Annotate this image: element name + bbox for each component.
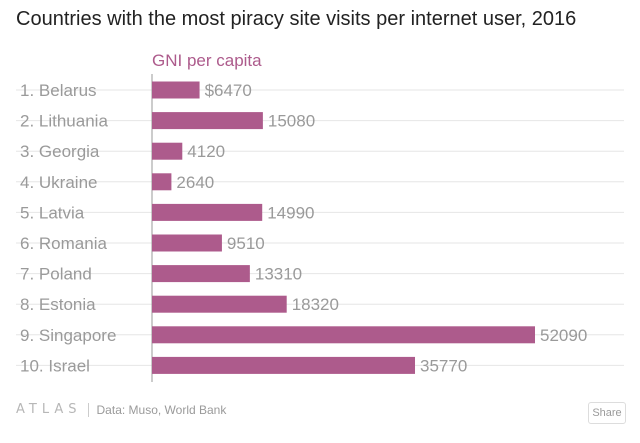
category-label: 9. Singapore [20, 326, 116, 345]
footer: ATLAS Data: Muso, World Bank [16, 402, 226, 417]
bar[interactable] [152, 112, 263, 130]
bar[interactable] [152, 173, 172, 191]
bar[interactable] [152, 81, 200, 99]
bar[interactable] [152, 203, 263, 221]
value-label: 14990 [267, 203, 314, 222]
value-label: 15080 [268, 112, 315, 131]
category-label: 1. Belarus [20, 81, 97, 100]
category-label: 3. Georgia [20, 142, 100, 161]
value-label: 18320 [292, 295, 339, 314]
value-label: 4120 [187, 142, 225, 161]
data-source: Data: Muso, World Bank [96, 402, 227, 417]
bar[interactable] [152, 234, 222, 252]
series-label: GNI per capita [152, 51, 262, 70]
bar[interactable] [152, 326, 535, 344]
atlas-logo[interactable]: ATLAS [16, 402, 82, 417]
bar[interactable] [152, 356, 416, 374]
category-label: 10. Israel [20, 356, 90, 375]
bar[interactable] [152, 265, 250, 283]
value-label: 2640 [176, 173, 214, 192]
value-label: 52090 [540, 326, 587, 345]
category-label: 6. Romania [20, 234, 107, 253]
value-label: 35770 [420, 356, 467, 375]
value-label: 13310 [255, 265, 302, 284]
footer-divider [87, 402, 89, 417]
bar[interactable] [152, 295, 287, 313]
category-label: 2. Lithuania [20, 112, 108, 131]
bars: 1. Belarus $6470 2. Lithuania 15080 3. Georg… [20, 81, 587, 375]
category-label: 5. Latvia [20, 203, 85, 222]
chart-title: Countries with the most piracy site visi… [16, 8, 577, 30]
value-label: 9510 [227, 234, 265, 253]
category-label: 7. Poland [20, 265, 92, 284]
category-label: 8. Estonia [20, 295, 96, 314]
category-label: 4. Ukraine [20, 173, 97, 192]
share-button[interactable]: Share [588, 402, 626, 424]
gridlines [16, 89, 624, 366]
bar[interactable] [152, 142, 183, 160]
value-label: $6470 [205, 81, 252, 100]
